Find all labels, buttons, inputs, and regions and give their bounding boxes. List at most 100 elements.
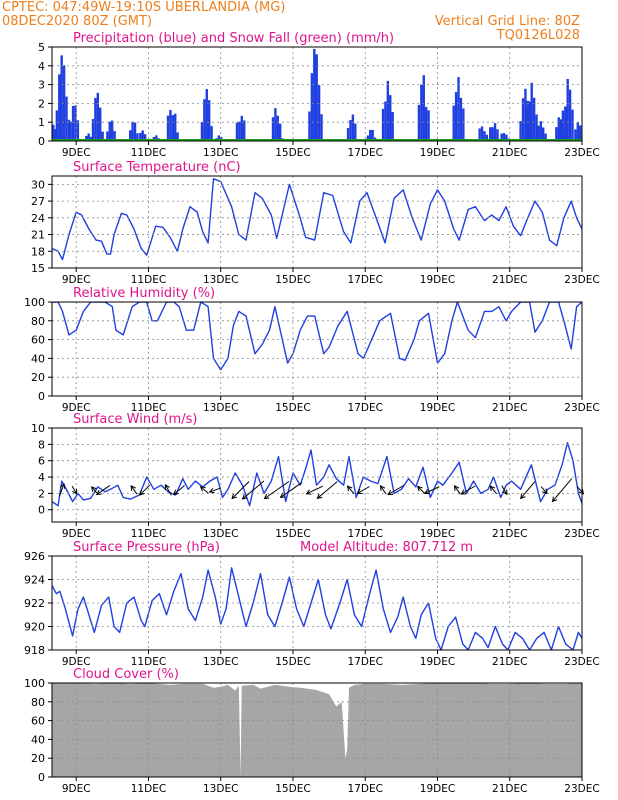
precip-bar	[274, 108, 277, 141]
wind-arrow-head	[316, 493, 323, 500]
xtick-label: 11DEC	[131, 402, 166, 414]
wind-arrow-head	[279, 492, 286, 499]
plot-area-precip	[52, 48, 582, 141]
precip-bar	[371, 129, 374, 141]
wind-arrow-head	[489, 485, 496, 492]
precip-bar	[525, 109, 529, 141]
ytick-label: 100	[24, 296, 45, 309]
precip-bar	[427, 110, 430, 141]
panel-precip: 0 1 2 3 4 5 9DEC 11DEC 13DEC 15DEC 17DEC 19DEC 21DEC…	[38, 31, 600, 159]
precip-bar	[349, 119, 352, 141]
wind-arrow	[501, 485, 508, 495]
xtick-label: 21DEC	[492, 656, 527, 668]
precip-bar	[389, 95, 392, 141]
ytick-label: 80	[31, 696, 45, 709]
precip-bar	[381, 108, 385, 141]
precip-bar	[131, 121, 134, 141]
ytick-label: 2	[38, 487, 45, 500]
panel-cloud: 0 20 40 60 80 100 9DEC 11DEC 13DEC 15DEC 17DEC 19DE…	[24, 667, 600, 795]
precip-bar	[493, 123, 497, 141]
precip-bar	[174, 113, 177, 141]
ytick-label: 0	[38, 771, 45, 784]
precip-bar	[505, 134, 508, 141]
precip-bar	[391, 112, 394, 141]
panel-subtitle-pressure: Model Altitude: 807.712 m	[300, 540, 473, 555]
ytick-label: 926	[24, 550, 45, 563]
precip-bar	[420, 84, 423, 141]
precip-bar	[129, 130, 132, 141]
precip-bar	[220, 136, 223, 141]
precip-bar	[71, 105, 75, 141]
precip-bar	[308, 111, 311, 141]
precip-bar	[240, 115, 244, 141]
xtick-label: 21DEC	[492, 274, 527, 286]
grid-wind	[52, 428, 583, 522]
wind-arrow	[59, 483, 65, 497]
precip-bar	[542, 127, 545, 141]
wind-arrow	[264, 480, 290, 500]
wind-arrow	[231, 481, 250, 499]
precip-bar	[502, 133, 506, 141]
cloud-cover-area	[52, 683, 582, 777]
xtick-label: 23DEC	[564, 402, 599, 414]
wind-arrow	[306, 485, 324, 495]
grid-rh	[52, 302, 583, 396]
header-model-id: TQ0126L028	[496, 28, 580, 43]
xtick-label: 21DEC	[492, 147, 527, 159]
wind-arrow	[130, 485, 138, 495]
precip-bar	[521, 98, 525, 141]
panel-temp: 15 18 21 24 27 30 9DEC 11DEC 13DEC 15DEC 17DEC 19DE…	[31, 160, 600, 286]
wind-arrow-head	[416, 485, 423, 492]
grid-temp	[52, 176, 583, 268]
xtick-label: 9DEC	[62, 656, 91, 668]
ytick-label: 18	[31, 245, 45, 258]
precip-bar	[578, 125, 582, 141]
wind-arrow	[91, 486, 98, 494]
wind-arrow	[489, 485, 498, 495]
precip-bar	[574, 129, 577, 141]
wind-arrow-head	[72, 488, 78, 495]
panel-title-pressure: Surface Pressure (hPa)	[73, 540, 220, 555]
precip-bar	[62, 65, 66, 141]
wind-arrow-head	[231, 493, 238, 500]
precip-bar	[346, 128, 350, 141]
wind-arrow	[96, 485, 111, 495]
precip-bar	[535, 114, 538, 141]
precip-bar	[207, 100, 211, 141]
wind-arrow	[164, 484, 172, 496]
precip-bar	[532, 97, 536, 141]
ytick-label: 6	[38, 455, 45, 468]
precip-bar	[462, 108, 465, 141]
wind-arrow	[357, 486, 370, 494]
wind-arrow-head	[356, 488, 363, 495]
ytick-label: 80	[31, 315, 45, 328]
precip-bar	[276, 115, 280, 141]
precip-bar	[155, 135, 158, 141]
precip-bar	[139, 132, 142, 141]
panel-rh: 0 20 40 60 80 100 9DEC 11DEC 13DEC 15DEC 17DEC 19DE…	[24, 286, 600, 414]
precip-bar	[67, 119, 71, 141]
ytick-label: 4	[38, 471, 45, 484]
wind-arrow-head	[305, 489, 312, 495]
ytick-label: 40	[31, 733, 45, 746]
xtick-label: 11DEC	[131, 528, 166, 540]
wind-arrow-head	[91, 486, 97, 492]
precip-bar	[113, 131, 116, 141]
frame-precip	[51, 46, 583, 142]
ytick-label: 60	[31, 715, 45, 728]
xtick-label: 21DEC	[492, 783, 527, 795]
precip-bar	[85, 135, 88, 141]
precip-bar	[58, 74, 61, 141]
wind-arrow	[417, 486, 426, 494]
xtick-label: 9DEC	[62, 402, 91, 414]
panel-title-wind: Surface Wind (m/s)	[73, 412, 197, 427]
precip-bar	[384, 101, 387, 141]
precip-bar	[317, 85, 321, 141]
precip-bar	[60, 55, 63, 141]
precip-bar	[557, 117, 560, 141]
xtick-label: 11DEC	[131, 274, 166, 286]
precip-bar	[417, 104, 421, 141]
precip-bar	[561, 110, 565, 141]
precip-bar	[94, 97, 97, 141]
precip-bar	[133, 122, 137, 141]
